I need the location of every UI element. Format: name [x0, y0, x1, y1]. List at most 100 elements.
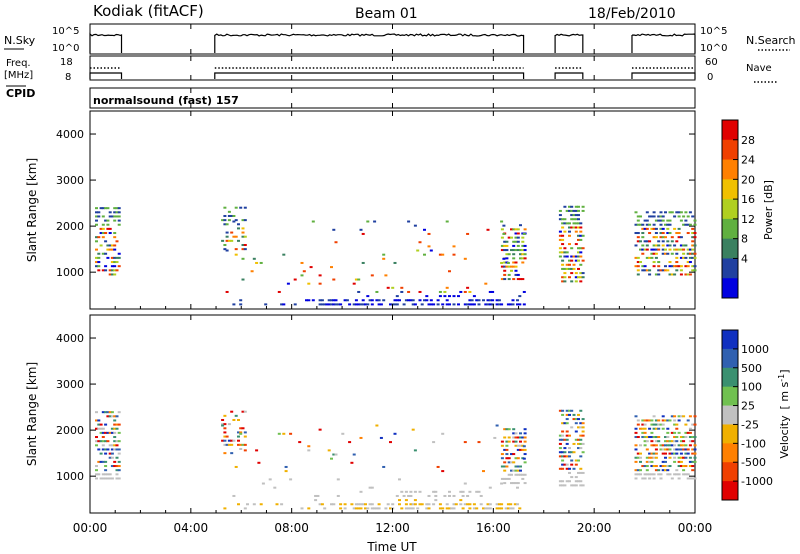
scatter-point — [636, 452, 640, 455]
scatter-point — [468, 299, 472, 302]
scatter-point — [243, 443, 247, 446]
scatter-point — [495, 424, 499, 427]
scatter-point — [370, 507, 374, 510]
scatter-point — [654, 465, 658, 468]
scatter-point — [634, 477, 638, 480]
scatter-point — [514, 469, 518, 472]
scatter-point — [352, 507, 356, 510]
scatter-point — [634, 265, 638, 268]
scatter-point — [223, 452, 227, 455]
scatter-point — [558, 438, 562, 441]
scatter-point — [659, 232, 663, 235]
scatter-point — [514, 440, 518, 443]
scatter-point — [452, 503, 456, 506]
scatter-point — [563, 447, 567, 450]
scatter-point — [110, 273, 114, 276]
station-title: Kodiak (fitACF) — [93, 2, 204, 20]
scatter-point — [643, 477, 647, 480]
scatter-point — [682, 473, 686, 476]
scatter-point — [677, 444, 681, 447]
scatter-point — [577, 426, 580, 429]
scatter-point — [241, 427, 245, 430]
scatter-point — [99, 244, 103, 247]
scatter-point — [354, 303, 358, 306]
scatter-point — [357, 503, 361, 506]
scatter-point — [398, 499, 401, 502]
scatter-point — [664, 456, 667, 459]
scatter-point — [645, 473, 649, 476]
scatter-point — [652, 427, 656, 430]
scatter-point — [101, 473, 105, 476]
scatter-point — [104, 411, 108, 414]
scatter-point — [99, 431, 103, 434]
scatter-point — [577, 226, 580, 229]
scatter-point — [441, 470, 445, 473]
scatter-point — [95, 219, 98, 222]
scatter-point — [654, 244, 658, 247]
scatter-point — [666, 469, 670, 472]
scatter-point — [504, 507, 508, 510]
scatter-point — [641, 236, 645, 239]
scatter-point — [110, 248, 114, 251]
scatter-point — [448, 270, 451, 273]
scatter-point — [241, 243, 245, 246]
scatter-point — [113, 219, 117, 222]
freq-label: Freq. — [6, 58, 31, 69]
scatter-point — [654, 232, 658, 235]
scatter-point — [334, 299, 338, 302]
scatter-point — [108, 431, 112, 434]
scatter-point — [572, 267, 576, 270]
scatter-point — [643, 444, 647, 447]
scatter-point — [97, 256, 101, 259]
scatter-point — [523, 244, 527, 247]
scatter-point — [661, 215, 665, 218]
scatter-point — [341, 432, 345, 435]
colorbar-tick-label: 28 — [741, 134, 755, 147]
scatter-point — [280, 303, 284, 306]
scatter-point — [225, 231, 229, 234]
scatter-point — [675, 256, 679, 259]
scatter-point — [332, 278, 336, 281]
scatter-point — [336, 478, 340, 481]
scatter-point — [561, 480, 565, 483]
scatter-point — [521, 240, 525, 243]
scatter-point — [113, 256, 117, 259]
time-axis-label: Time UT — [366, 540, 417, 554]
scatter-point — [565, 442, 569, 445]
scatter-point — [234, 248, 238, 251]
scatter-point — [654, 452, 658, 455]
scatter-point — [514, 457, 518, 460]
scatter-point — [643, 219, 647, 222]
scatter-point — [523, 432, 527, 435]
scatter-point — [104, 469, 108, 472]
scatter-point — [641, 252, 645, 255]
scatter-point — [110, 261, 114, 264]
scatter-point — [99, 423, 103, 426]
scatter-point — [577, 480, 580, 483]
scatter-point — [565, 251, 569, 254]
scatter-point — [691, 256, 695, 259]
scatter-point — [325, 303, 329, 306]
scatter-point — [99, 477, 103, 480]
scatter-point — [503, 265, 507, 268]
scatter-point — [402, 303, 406, 306]
scatter-point — [654, 227, 658, 230]
scatter-point — [639, 456, 642, 459]
scatter-point — [486, 303, 490, 306]
scatter-point — [668, 419, 672, 422]
scatter-point — [110, 244, 114, 247]
scatter-point — [318, 303, 322, 306]
scatter-point — [574, 218, 578, 221]
scatter-point — [664, 211, 667, 214]
colorbar-tick-label: 8 — [741, 233, 748, 246]
power-panel-frame — [89, 110, 696, 310]
scatter-point — [679, 269, 683, 272]
scatter-point — [677, 248, 681, 251]
scatter-point — [97, 440, 101, 443]
scatter-point — [97, 448, 101, 451]
scatter-point — [634, 415, 638, 418]
scatter-point — [684, 473, 688, 476]
scatter-point — [670, 211, 674, 214]
scatter-point — [110, 269, 114, 272]
scatter-point — [519, 249, 522, 252]
